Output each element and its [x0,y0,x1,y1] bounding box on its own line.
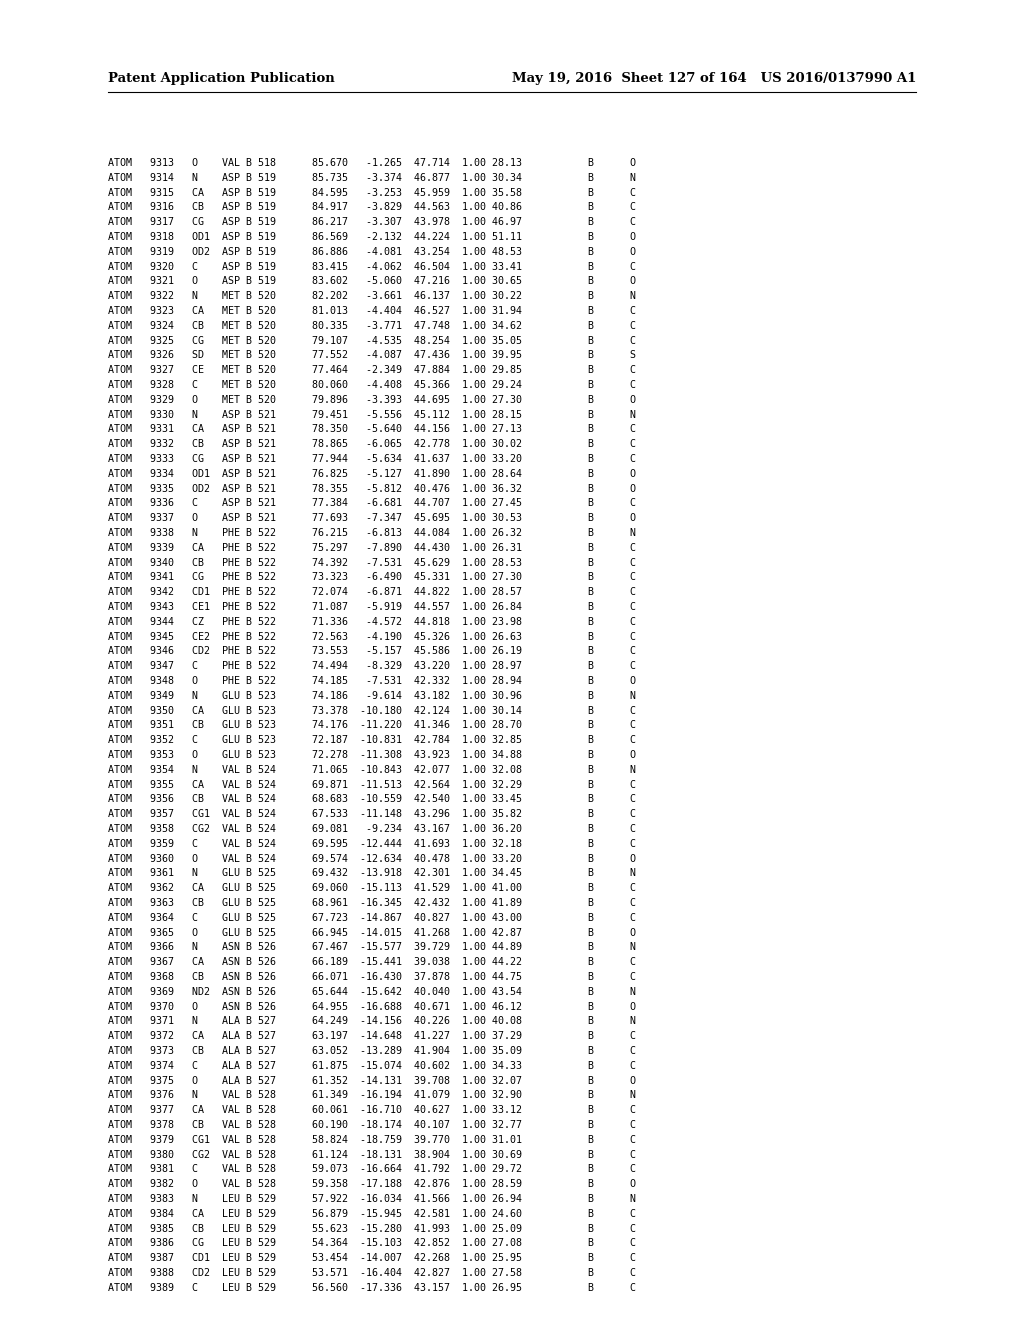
Text: ATOM   9363   CB   GLU B 525      68.961  -16.345  42.432  1.00 41.89           : ATOM 9363 CB GLU B 525 68.961 -16.345 42… [108,898,636,908]
Text: ATOM   9381   C    VAL B 528      59.073  -16.664  41.792  1.00 29.72           : ATOM 9381 C VAL B 528 59.073 -16.664 41.… [108,1164,636,1175]
Text: ATOM   9316   CB   ASP B 519      84.917   -3.829  44.563  1.00 40.86           : ATOM 9316 CB ASP B 519 84.917 -3.829 44.… [108,202,636,213]
Text: ATOM   9326   SD   MET B 520      77.552   -4.087  47.436  1.00 39.95           : ATOM 9326 SD MET B 520 77.552 -4.087 47.… [108,350,636,360]
Text: ATOM   9380   CG2  VAL B 528      61.124  -18.131  38.904  1.00 30.69           : ATOM 9380 CG2 VAL B 528 61.124 -18.131 3… [108,1150,636,1159]
Text: ATOM   9322   N    MET B 520      82.202   -3.661  46.137  1.00 30.22           : ATOM 9322 N MET B 520 82.202 -3.661 46.1… [108,292,636,301]
Text: ATOM   9335   OD2  ASP B 521      78.355   -5.812  40.476  1.00 36.32           : ATOM 9335 OD2 ASP B 521 78.355 -5.812 40… [108,483,636,494]
Text: ATOM   9346   CD2  PHE B 522      73.553   -5.157  45.586  1.00 26.19           : ATOM 9346 CD2 PHE B 522 73.553 -5.157 45… [108,647,636,656]
Text: ATOM   9351   CB   GLU B 523      74.176  -11.220  41.346  1.00 28.70           : ATOM 9351 CB GLU B 523 74.176 -11.220 41… [108,721,636,730]
Text: ATOM   9359   C    VAL B 524      69.595  -12.444  41.693  1.00 32.18           : ATOM 9359 C VAL B 524 69.595 -12.444 41.… [108,838,636,849]
Text: ATOM   9376   N    VAL B 528      61.349  -16.194  41.079  1.00 32.90           : ATOM 9376 N VAL B 528 61.349 -16.194 41.… [108,1090,636,1101]
Text: ATOM   9371   N    ALA B 527      64.249  -14.156  40.226  1.00 40.08           : ATOM 9371 N ALA B 527 64.249 -14.156 40.… [108,1016,636,1027]
Text: ATOM   9368   CB   ASN B 526      66.071  -16.430  37.878  1.00 44.75           : ATOM 9368 CB ASN B 526 66.071 -16.430 37… [108,972,636,982]
Text: ATOM   9317   CG   ASP B 519      86.217   -3.307  43.978  1.00 46.97           : ATOM 9317 CG ASP B 519 86.217 -3.307 43.… [108,218,636,227]
Text: ATOM   9355   CA   VAL B 524      69.871  -11.513  42.564  1.00 32.29           : ATOM 9355 CA VAL B 524 69.871 -11.513 42… [108,780,636,789]
Text: ATOM   9360   O    VAL B 524      69.574  -12.634  40.478  1.00 33.20           : ATOM 9360 O VAL B 524 69.574 -12.634 40.… [108,854,636,863]
Text: May 19, 2016  Sheet 127 of 164   US 2016/0137990 A1: May 19, 2016 Sheet 127 of 164 US 2016/01… [512,73,916,84]
Text: ATOM   9379   CG1  VAL B 528      58.824  -18.759  39.770  1.00 31.01           : ATOM 9379 CG1 VAL B 528 58.824 -18.759 3… [108,1135,636,1144]
Text: ATOM   9338   N    PHE B 522      76.215   -6.813  44.084  1.00 26.32           : ATOM 9338 N PHE B 522 76.215 -6.813 44.0… [108,528,636,539]
Text: ATOM   9336   C    ASP B 521      77.384   -6.681  44.707  1.00 27.45           : ATOM 9336 C ASP B 521 77.384 -6.681 44.7… [108,499,636,508]
Text: ATOM   9314   N    ASP B 519      85.735   -3.374  46.877  1.00 30.34           : ATOM 9314 N ASP B 519 85.735 -3.374 46.8… [108,173,636,182]
Text: ATOM   9332   CB   ASP B 521      78.865   -6.065  42.778  1.00 30.02           : ATOM 9332 CB ASP B 521 78.865 -6.065 42.… [108,440,636,449]
Text: ATOM   9328   C    MET B 520      80.060   -4.408  45.366  1.00 29.24           : ATOM 9328 C MET B 520 80.060 -4.408 45.3… [108,380,636,389]
Text: ATOM   9356   CB   VAL B 524      68.683  -10.559  42.540  1.00 33.45           : ATOM 9356 CB VAL B 524 68.683 -10.559 42… [108,795,636,804]
Text: ATOM   9373   CB   ALA B 527      63.052  -13.289  41.904  1.00 35.09           : ATOM 9373 CB ALA B 527 63.052 -13.289 41… [108,1045,636,1056]
Text: ATOM   9320   C    ASP B 519      83.415   -4.062  46.504  1.00 33.41           : ATOM 9320 C ASP B 519 83.415 -4.062 46.5… [108,261,636,272]
Text: ATOM   9377   CA   VAL B 528      60.061  -16.710  40.627  1.00 33.12           : ATOM 9377 CA VAL B 528 60.061 -16.710 40… [108,1105,636,1115]
Text: ATOM   9329   O    MET B 520      79.896   -3.393  44.695  1.00 27.30           : ATOM 9329 O MET B 520 79.896 -3.393 44.6… [108,395,636,405]
Text: ATOM   9339   CA   PHE B 522      75.297   -7.890  44.430  1.00 26.31           : ATOM 9339 CA PHE B 522 75.297 -7.890 44.… [108,543,636,553]
Text: ATOM   9357   CG1  VAL B 524      67.533  -11.148  43.296  1.00 35.82           : ATOM 9357 CG1 VAL B 524 67.533 -11.148 4… [108,809,636,820]
Text: Patent Application Publication: Patent Application Publication [108,73,335,84]
Text: ATOM   9333   CG   ASP B 521      77.944   -5.634  41.637  1.00 33.20           : ATOM 9333 CG ASP B 521 77.944 -5.634 41.… [108,454,636,465]
Text: ATOM   9352   C    GLU B 523      72.187  -10.831  42.784  1.00 32.85           : ATOM 9352 C GLU B 523 72.187 -10.831 42.… [108,735,636,746]
Text: ATOM   9347   C    PHE B 522      74.494   -8.329  43.220  1.00 28.97           : ATOM 9347 C PHE B 522 74.494 -8.329 43.2… [108,661,636,671]
Text: ATOM   9321   O    ASP B 519      83.602   -5.060  47.216  1.00 30.65           : ATOM 9321 O ASP B 519 83.602 -5.060 47.2… [108,276,636,286]
Text: ATOM   9340   CB   PHE B 522      74.392   -7.531  45.629  1.00 28.53           : ATOM 9340 CB PHE B 522 74.392 -7.531 45.… [108,557,636,568]
Text: ATOM   9358   CG2  VAL B 524      69.081   -9.234  43.167  1.00 36.20           : ATOM 9358 CG2 VAL B 524 69.081 -9.234 43… [108,824,636,834]
Text: ATOM   9364   C    GLU B 525      67.723  -14.867  40.827  1.00 43.00           : ATOM 9364 C GLU B 525 67.723 -14.867 40.… [108,913,636,923]
Text: ATOM   9389   C    LEU B 529      56.560  -17.336  43.157  1.00 26.95           : ATOM 9389 C LEU B 529 56.560 -17.336 43.… [108,1283,636,1292]
Text: ATOM   9354   N    VAL B 524      71.065  -10.843  42.077  1.00 32.08           : ATOM 9354 N VAL B 524 71.065 -10.843 42.… [108,764,636,775]
Text: ATOM   9313   O    VAL B 518      85.670   -1.265  47.714  1.00 28.13           : ATOM 9313 O VAL B 518 85.670 -1.265 47.7… [108,158,636,168]
Text: ATOM   9319   OD2  ASP B 519      86.886   -4.081  43.254  1.00 48.53           : ATOM 9319 OD2 ASP B 519 86.886 -4.081 43… [108,247,636,257]
Text: ATOM   9334   OD1  ASP B 521      76.825   -5.127  41.890  1.00 28.64           : ATOM 9334 OD1 ASP B 521 76.825 -5.127 41… [108,469,636,479]
Text: ATOM   9372   CA   ALA B 527      63.197  -14.648  41.227  1.00 37.29           : ATOM 9372 CA ALA B 527 63.197 -14.648 41… [108,1031,636,1041]
Text: ATOM   9353   O    GLU B 523      72.278  -11.308  43.923  1.00 34.88           : ATOM 9353 O GLU B 523 72.278 -11.308 43.… [108,750,636,760]
Text: ATOM   9369   ND2  ASN B 526      65.644  -15.642  40.040  1.00 43.54           : ATOM 9369 ND2 ASN B 526 65.644 -15.642 4… [108,987,636,997]
Text: ATOM   9385   CB   LEU B 529      55.623  -15.280  41.993  1.00 25.09           : ATOM 9385 CB LEU B 529 55.623 -15.280 41… [108,1224,636,1234]
Text: ATOM   9387   CD1  LEU B 529      53.454  -14.007  42.268  1.00 25.95           : ATOM 9387 CD1 LEU B 529 53.454 -14.007 4… [108,1253,636,1263]
Text: ATOM   9361   N    GLU B 525      69.432  -13.918  42.301  1.00 34.45           : ATOM 9361 N GLU B 525 69.432 -13.918 42.… [108,869,636,878]
Text: ATOM   9327   CE   MET B 520      77.464   -2.349  47.884  1.00 29.85           : ATOM 9327 CE MET B 520 77.464 -2.349 47.… [108,366,636,375]
Text: ATOM   9337   O    ASP B 521      77.693   -7.347  45.695  1.00 30.53           : ATOM 9337 O ASP B 521 77.693 -7.347 45.6… [108,513,636,523]
Text: ATOM   9344   CZ   PHE B 522      71.336   -4.572  44.818  1.00 23.98           : ATOM 9344 CZ PHE B 522 71.336 -4.572 44.… [108,616,636,627]
Text: ATOM   9367   CA   ASN B 526      66.189  -15.441  39.038  1.00 44.22           : ATOM 9367 CA ASN B 526 66.189 -15.441 39… [108,957,636,968]
Text: ATOM   9366   N    ASN B 526      67.467  -15.577  39.729  1.00 44.89           : ATOM 9366 N ASN B 526 67.467 -15.577 39.… [108,942,636,953]
Text: ATOM   9331   CA   ASP B 521      78.350   -5.640  44.156  1.00 27.13           : ATOM 9331 CA ASP B 521 78.350 -5.640 44.… [108,425,636,434]
Text: ATOM   9384   CA   LEU B 529      56.879  -15.945  42.581  1.00 24.60           : ATOM 9384 CA LEU B 529 56.879 -15.945 42… [108,1209,636,1218]
Text: ATOM   9374   C    ALA B 527      61.875  -15.074  40.602  1.00 34.33           : ATOM 9374 C ALA B 527 61.875 -15.074 40.… [108,1061,636,1071]
Text: ATOM   9318   OD1  ASP B 519      86.569   -2.132  44.224  1.00 51.11           : ATOM 9318 OD1 ASP B 519 86.569 -2.132 44… [108,232,636,242]
Text: ATOM   9370   O    ASN B 526      64.955  -16.688  40.671  1.00 46.12           : ATOM 9370 O ASN B 526 64.955 -16.688 40.… [108,1002,636,1011]
Text: ATOM   9383   N    LEU B 529      57.922  -16.034  41.566  1.00 26.94           : ATOM 9383 N LEU B 529 57.922 -16.034 41.… [108,1195,636,1204]
Text: ATOM   9330   N    ASP B 521      79.451   -5.556  45.112  1.00 28.15           : ATOM 9330 N ASP B 521 79.451 -5.556 45.1… [108,409,636,420]
Text: ATOM   9349   N    GLU B 523      74.186   -9.614  43.182  1.00 30.96           : ATOM 9349 N GLU B 523 74.186 -9.614 43.1… [108,690,636,701]
Text: ATOM   9382   O    VAL B 528      59.358  -17.188  42.876  1.00 28.59           : ATOM 9382 O VAL B 528 59.358 -17.188 42.… [108,1179,636,1189]
Text: ATOM   9324   CB   MET B 520      80.335   -3.771  47.748  1.00 34.62           : ATOM 9324 CB MET B 520 80.335 -3.771 47.… [108,321,636,331]
Text: ATOM   9375   O    ALA B 527      61.352  -14.131  39.708  1.00 32.07           : ATOM 9375 O ALA B 527 61.352 -14.131 39.… [108,1076,636,1085]
Text: ATOM   9342   CD1  PHE B 522      72.074   -6.871  44.822  1.00 28.57           : ATOM 9342 CD1 PHE B 522 72.074 -6.871 44… [108,587,636,597]
Text: ATOM   9315   CA   ASP B 519      84.595   -3.253  45.959  1.00 35.58           : ATOM 9315 CA ASP B 519 84.595 -3.253 45.… [108,187,636,198]
Text: ATOM   9325   CG   MET B 520      79.107   -4.535  48.254  1.00 35.05           : ATOM 9325 CG MET B 520 79.107 -4.535 48.… [108,335,636,346]
Text: ATOM   9341   CG   PHE B 522      73.323   -6.490  45.331  1.00 27.30           : ATOM 9341 CG PHE B 522 73.323 -6.490 45.… [108,573,636,582]
Text: ATOM   9386   CG   LEU B 529      54.364  -15.103  42.852  1.00 27.08           : ATOM 9386 CG LEU B 529 54.364 -15.103 42… [108,1238,636,1249]
Text: ATOM   9343   CE1  PHE B 522      71.087   -5.919  44.557  1.00 26.84           : ATOM 9343 CE1 PHE B 522 71.087 -5.919 44… [108,602,636,612]
Text: ATOM   9362   CA   GLU B 525      69.060  -15.113  41.529  1.00 41.00           : ATOM 9362 CA GLU B 525 69.060 -15.113 41… [108,883,636,894]
Text: ATOM   9378   CB   VAL B 528      60.190  -18.174  40.107  1.00 32.77           : ATOM 9378 CB VAL B 528 60.190 -18.174 40… [108,1119,636,1130]
Text: ATOM   9388   CD2  LEU B 529      53.571  -16.404  42.827  1.00 27.58           : ATOM 9388 CD2 LEU B 529 53.571 -16.404 4… [108,1269,636,1278]
Text: ATOM   9345   CE2  PHE B 522      72.563   -4.190  45.326  1.00 26.63           : ATOM 9345 CE2 PHE B 522 72.563 -4.190 45… [108,631,636,642]
Text: ATOM   9365   O    GLU B 525      66.945  -14.015  41.268  1.00 42.87           : ATOM 9365 O GLU B 525 66.945 -14.015 41.… [108,928,636,937]
Text: ATOM   9323   CA   MET B 520      81.013   -4.404  46.527  1.00 31.94           : ATOM 9323 CA MET B 520 81.013 -4.404 46.… [108,306,636,315]
Text: ATOM   9348   O    PHE B 522      74.185   -7.531  42.332  1.00 28.94           : ATOM 9348 O PHE B 522 74.185 -7.531 42.3… [108,676,636,686]
Text: ATOM   9350   CA   GLU B 523      73.378  -10.180  42.124  1.00 30.14           : ATOM 9350 CA GLU B 523 73.378 -10.180 42… [108,706,636,715]
